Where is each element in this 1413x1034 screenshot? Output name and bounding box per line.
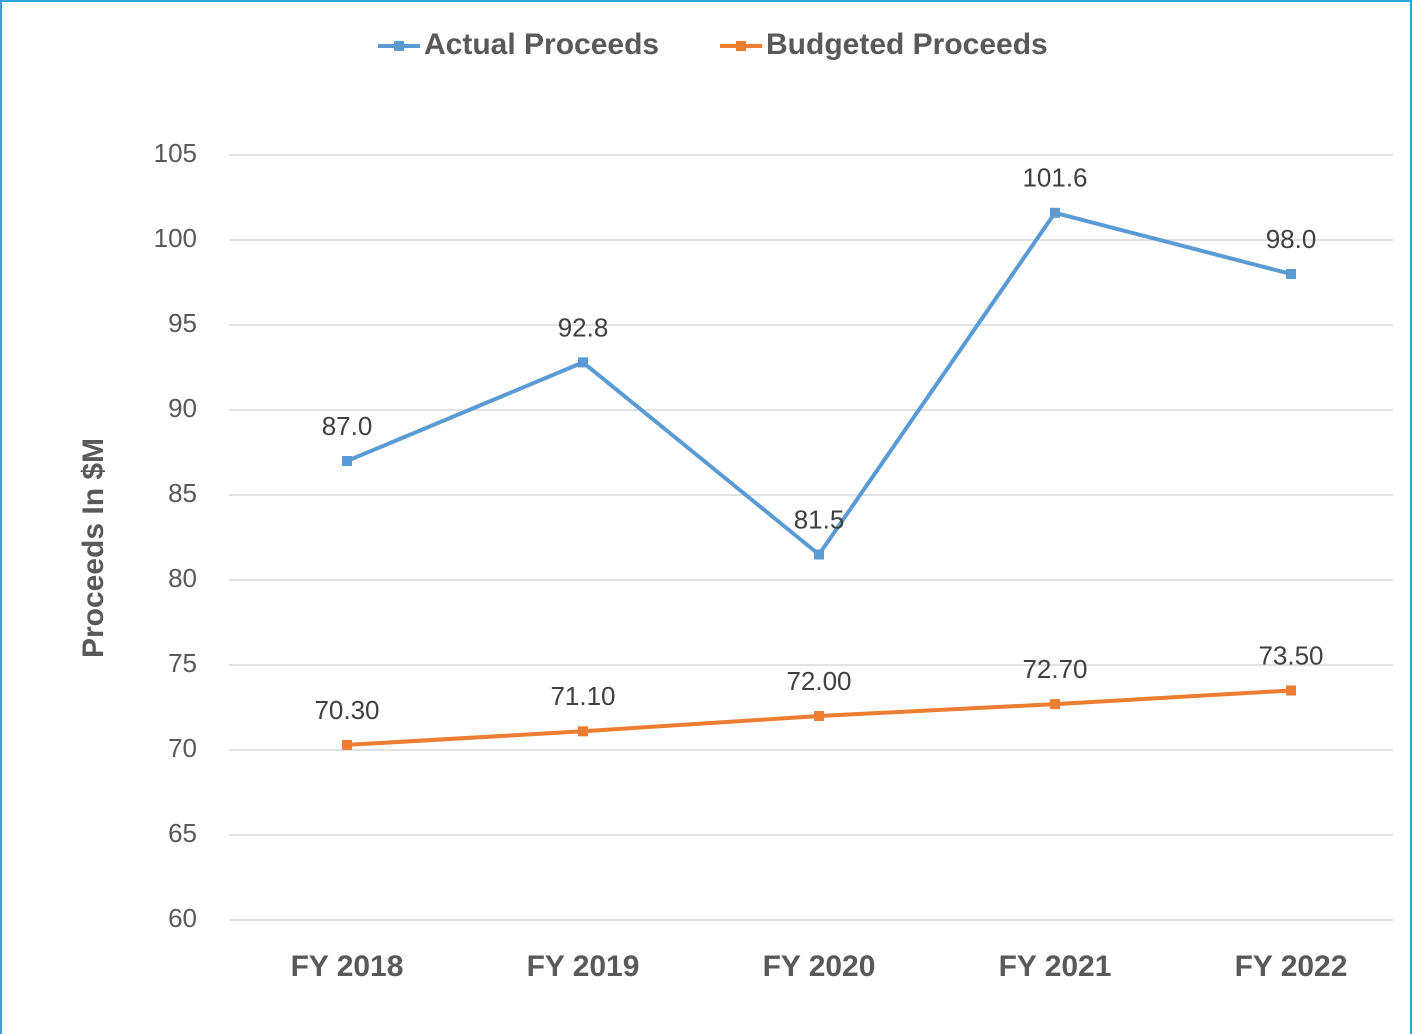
x-tick-label: FY 2018 [291, 950, 404, 983]
x-tick-label: FY 2022 [1235, 950, 1348, 983]
marker [1286, 269, 1296, 279]
data-label: 72.00 [786, 666, 851, 696]
y-tick-label: 70 [168, 733, 197, 763]
legend-marker [394, 41, 404, 51]
y-tick-label: 90 [168, 393, 197, 423]
marker [342, 739, 352, 750]
data-label: 87.0 [322, 411, 373, 441]
y-axis-label: Proceeds In $M [77, 438, 110, 658]
marker [578, 357, 588, 368]
y-tick-label: 65 [168, 818, 197, 848]
x-tick-label: FY 2019 [527, 950, 640, 983]
legend-marker [736, 41, 746, 51]
marker [342, 456, 352, 466]
y-tick-label: 75 [168, 648, 197, 678]
data-label: 72.70 [1022, 654, 1087, 684]
data-label: 81.5 [794, 504, 845, 534]
data-label: 98.0 [1266, 224, 1317, 254]
marker [578, 726, 588, 737]
marker [1050, 699, 1060, 710]
data-label: 70.30 [314, 695, 379, 725]
y-tick-label: 100 [154, 223, 197, 253]
y-tick-label: 60 [168, 903, 197, 933]
data-label: 92.8 [558, 312, 609, 342]
marker [1286, 685, 1296, 696]
data-label: 101.6 [1022, 163, 1087, 193]
x-tick-label: FY 2021 [999, 950, 1112, 983]
y-tick-label: 105 [154, 138, 197, 168]
marker [814, 711, 824, 721]
data-label: 71.10 [550, 681, 615, 711]
x-tick-label: FY 2020 [763, 950, 876, 983]
y-tick-label: 80 [168, 563, 197, 593]
marker [814, 549, 824, 560]
marker [1050, 207, 1060, 218]
y-tick-label: 95 [168, 308, 197, 338]
legend-label: Actual Proceeds [424, 28, 659, 61]
y-tick-label: 85 [168, 478, 197, 508]
series-line [346, 210, 1292, 557]
data-label: 73.50 [1258, 640, 1323, 670]
legend-label: Budgeted Proceeds [766, 28, 1048, 61]
